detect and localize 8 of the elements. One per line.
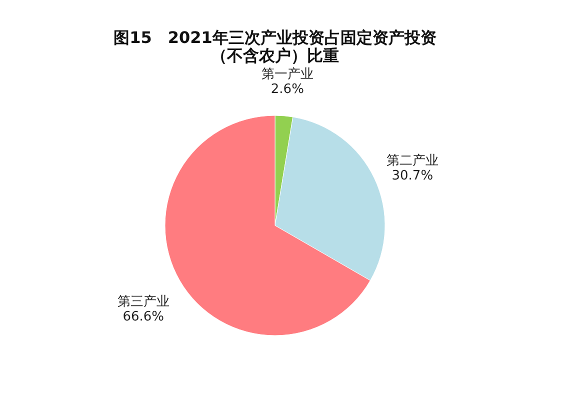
data-label: 66.6%	[122, 310, 164, 324]
slice-label: 第三产业	[117, 294, 170, 310]
text: （不含农户）比重	[211, 46, 339, 66]
data-label: 30.7%	[392, 168, 434, 184]
slice-label: 第一产业	[261, 67, 314, 82]
slice-label: 第二产业	[386, 154, 438, 169]
text: 图15 2021年三次产业投资占固定资产投资	[114, 28, 436, 48]
data-label: 2.6%	[270, 82, 304, 98]
